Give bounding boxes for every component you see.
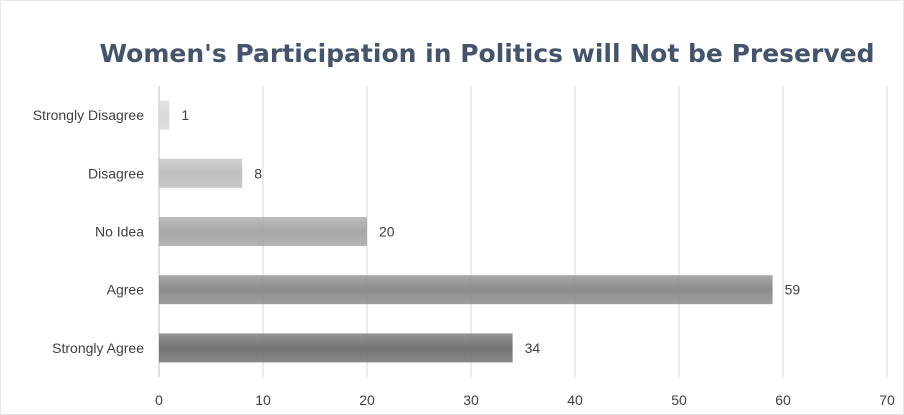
x-tick-label-0: 0 — [155, 392, 163, 408]
category-label-disagree: Disagree — [88, 165, 144, 181]
category-label-strongly-disagree: Strongly Disagree — [33, 107, 144, 123]
data-label-agree: 59 — [785, 282, 801, 298]
gridlines — [158, 86, 888, 377]
category-label-strongly-agree: Strongly Agree — [52, 340, 144, 356]
data-label-no-idea: 20 — [379, 224, 395, 240]
data-label-strongly-agree: 34 — [525, 340, 541, 356]
bar-no-idea — [159, 217, 367, 246]
bar-strongly-disagree — [159, 100, 170, 130]
x-tick-label-30: 30 — [463, 392, 479, 408]
x-tick-label-40: 40 — [567, 392, 583, 408]
data-label-strongly-disagree: 1 — [181, 107, 189, 123]
bar-agree — [159, 275, 773, 305]
chart-title: Women's Participation in Politics will N… — [100, 39, 875, 68]
x-tick-label-50: 50 — [671, 392, 687, 408]
labels: 0 10 20 30 40 50 60 70 Strongly Disagree 1 Disagre… — [33, 107, 895, 408]
bar-strongly-agree — [159, 333, 513, 363]
data-label-disagree: 8 — [254, 165, 262, 181]
x-tick-label-70: 70 — [879, 392, 895, 408]
category-label-no-idea: No Idea — [95, 224, 144, 240]
category-label-agree: Agree — [107, 282, 145, 298]
x-tick-label-60: 60 — [775, 392, 791, 408]
bars — [159, 100, 773, 363]
x-tick-label-10: 10 — [255, 392, 271, 408]
x-tick-label-20: 20 — [359, 392, 375, 408]
bar-disagree — [159, 158, 243, 188]
